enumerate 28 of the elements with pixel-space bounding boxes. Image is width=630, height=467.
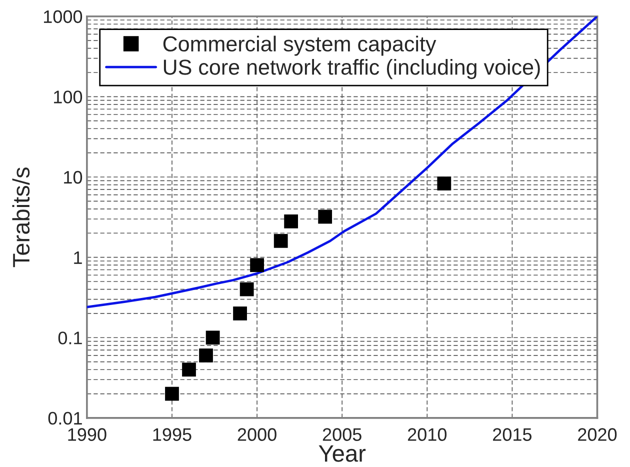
x-tick-label: 2000 [238, 428, 276, 441]
x-tick-label: 1990 [68, 428, 106, 441]
point [318, 210, 332, 224]
y-tick-label: 0.1 [58, 332, 82, 344]
point [206, 330, 220, 345]
point [233, 306, 247, 320]
x-tick-label: 2010 [408, 428, 447, 441]
y-tick-label: 10 [64, 170, 82, 184]
x-tick-label: 2015 [493, 428, 532, 441]
x-tick-label: 1995 [153, 428, 192, 441]
x-axis-title: Year [318, 445, 366, 462]
point [240, 282, 254, 296]
point [274, 234, 288, 248]
x-tick-label: 2005 [322, 428, 362, 441]
y-tick-label: 0.01 [48, 412, 82, 425]
point [437, 176, 452, 190]
point [199, 348, 213, 362]
point [250, 258, 264, 272]
x-tick-label: 2020 [578, 428, 617, 441]
point [165, 386, 179, 401]
point [182, 362, 196, 377]
legend-label: Commercial system capacity [163, 36, 436, 56]
y-tick-label: 1000 [44, 10, 82, 24]
point [284, 214, 298, 228]
y-tick-label: 1 [74, 251, 82, 264]
y-tick-label: 100 [54, 90, 82, 104]
legend-label: US core network traffic (including voice) [164, 59, 540, 80]
y-axis-title: Terabits/s [12, 167, 30, 268]
